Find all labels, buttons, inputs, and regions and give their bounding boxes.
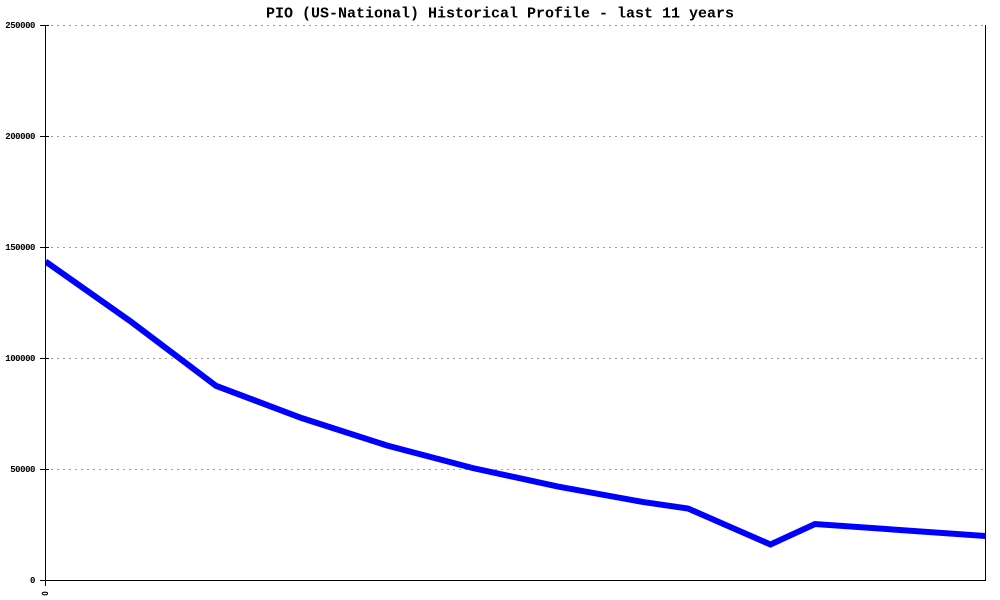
svg-text:150000: 150000: [5, 243, 35, 253]
svg-text:200000: 200000: [5, 132, 35, 142]
svg-text:PIO (US-National) Historical P: PIO (US-National) Historical Profile - l…: [266, 6, 734, 23]
svg-text:250000: 250000: [5, 21, 35, 31]
svg-text:50000: 50000: [10, 465, 35, 475]
svg-text:100000: 100000: [5, 354, 35, 364]
svg-text:0: 0: [30, 576, 35, 586]
